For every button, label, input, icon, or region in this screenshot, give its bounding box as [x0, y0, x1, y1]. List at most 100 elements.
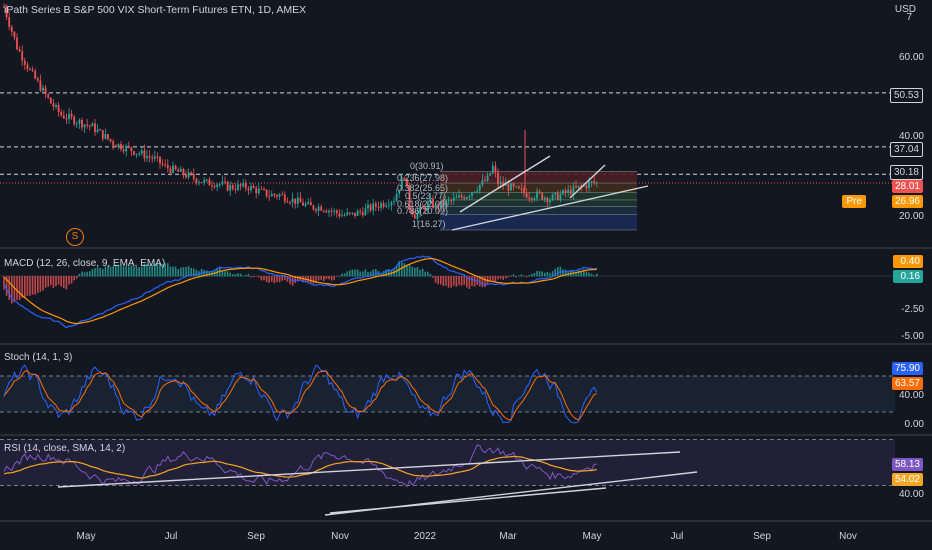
fib-zone — [440, 214, 637, 230]
candle-body — [179, 168, 182, 172]
macd-title[interactable]: MACD (12, 26, close, 9, EMA, EMA) — [4, 258, 166, 269]
candle-body — [143, 150, 146, 159]
macd-histogram-bar — [276, 276, 278, 283]
macd-histogram-bar — [55, 276, 57, 287]
candle-body — [335, 210, 338, 214]
pane-separator-stoch[interactable] — [0, 343, 932, 345]
candle-body — [172, 165, 174, 173]
macd-histogram-bar — [120, 265, 122, 277]
stoch-title[interactable]: Stoch (14, 1, 3) — [4, 352, 73, 363]
fib-label-1: 1(16.27) — [412, 219, 446, 229]
macd-histogram-bar — [260, 276, 263, 281]
candle-body — [122, 149, 125, 152]
level-badge-37: 37.04 — [889, 142, 923, 157]
candle-body — [491, 165, 494, 174]
candle-body — [208, 179, 211, 186]
macd-histogram-bar — [135, 267, 138, 277]
candle-body — [590, 181, 593, 183]
candle-body — [302, 202, 304, 206]
macd-histogram-bar — [195, 269, 198, 277]
macd-histogram-bar — [432, 276, 434, 278]
time-label: Sep — [247, 531, 265, 542]
macd-histogram-bar — [440, 276, 442, 285]
macd-histogram-bar — [336, 276, 338, 277]
macd-histogram-bar — [577, 270, 580, 277]
rsi-tick-40: 40.00 — [898, 489, 924, 500]
candle-body — [595, 182, 598, 184]
candle-body — [26, 64, 29, 69]
macd-histogram-bar — [330, 276, 333, 281]
candle-body — [577, 185, 580, 188]
candle-body — [497, 172, 499, 185]
macd-histogram-bar — [572, 271, 575, 277]
macd-histogram-bar — [289, 276, 291, 285]
candle-body — [73, 116, 76, 125]
macd-histogram-bar — [234, 273, 237, 277]
candle-body — [442, 201, 445, 206]
candle-body — [78, 119, 81, 124]
candle-body — [224, 181, 226, 183]
macd-histogram-bar — [242, 275, 244, 277]
candle-body — [341, 215, 343, 217]
pane-separator-macd[interactable] — [0, 247, 932, 249]
macd-histogram-bar — [437, 276, 439, 285]
rsi-title[interactable]: RSI (14, close, SMA, 14, 2) — [4, 443, 126, 454]
candle-body — [551, 194, 554, 201]
macd-histogram-bar — [31, 276, 34, 295]
macd-histogram-bar — [52, 276, 55, 288]
macd-histogram-bar — [419, 269, 421, 277]
candle-body — [255, 188, 258, 194]
candle-body — [450, 200, 453, 202]
macd-histogram-bar — [349, 270, 351, 277]
candle-body — [68, 113, 70, 120]
candle-body — [309, 202, 312, 206]
candle-body — [452, 197, 455, 201]
macd-histogram-bar — [250, 276, 252, 278]
macd-histogram-bar — [388, 268, 390, 277]
candle-body — [75, 123, 78, 125]
macd-histogram-bar — [229, 272, 231, 277]
fib-label-382: 0.382(25.65) — [397, 183, 449, 193]
candle-body — [504, 184, 507, 186]
candle-body — [296, 197, 299, 204]
macd-tick-2: -2.50 — [901, 304, 924, 315]
stoch-d-badge: 63.57 — [891, 377, 923, 390]
pane-separator-rsi[interactable] — [0, 434, 932, 436]
macd-histogram-bar — [187, 266, 190, 277]
macd-histogram-bar — [447, 276, 450, 288]
dividend-marker-icon[interactable]: S — [66, 228, 84, 246]
macd-histogram-bar — [453, 276, 455, 286]
candle-body — [393, 201, 395, 203]
macd-histogram-bar — [593, 275, 595, 277]
candle-body — [270, 193, 273, 197]
macd-histogram-bar — [512, 274, 515, 277]
macd-histogram-bar — [489, 276, 491, 283]
candle-body — [429, 198, 432, 203]
candle-body — [439, 201, 442, 209]
macd-histogram-bar — [99, 267, 101, 277]
candle-body — [564, 190, 567, 193]
candle-body — [16, 37, 18, 50]
candle-body — [153, 156, 156, 159]
macd-histogram-bar — [151, 264, 153, 277]
fib-zone — [440, 183, 637, 193]
candle-body — [489, 173, 492, 176]
macd-histogram-bar — [307, 276, 309, 283]
candle-body — [567, 189, 570, 193]
macd-histogram-bar — [42, 276, 44, 291]
macd-histogram-bar — [323, 276, 325, 282]
candle-body — [374, 203, 377, 207]
macd-histogram-bar — [237, 273, 239, 277]
fib-label-618: 0.618(22.09) — [397, 199, 449, 209]
candle-body — [39, 80, 42, 91]
candle-body — [216, 184, 219, 188]
candle-body — [330, 210, 333, 212]
macd-histogram-bar — [442, 276, 445, 287]
macd-histogram-bar — [494, 276, 497, 282]
candle-body — [569, 189, 572, 195]
candle-body — [367, 204, 369, 209]
candle-body — [13, 31, 16, 38]
candle-body — [125, 145, 128, 152]
candle-body — [244, 182, 247, 189]
